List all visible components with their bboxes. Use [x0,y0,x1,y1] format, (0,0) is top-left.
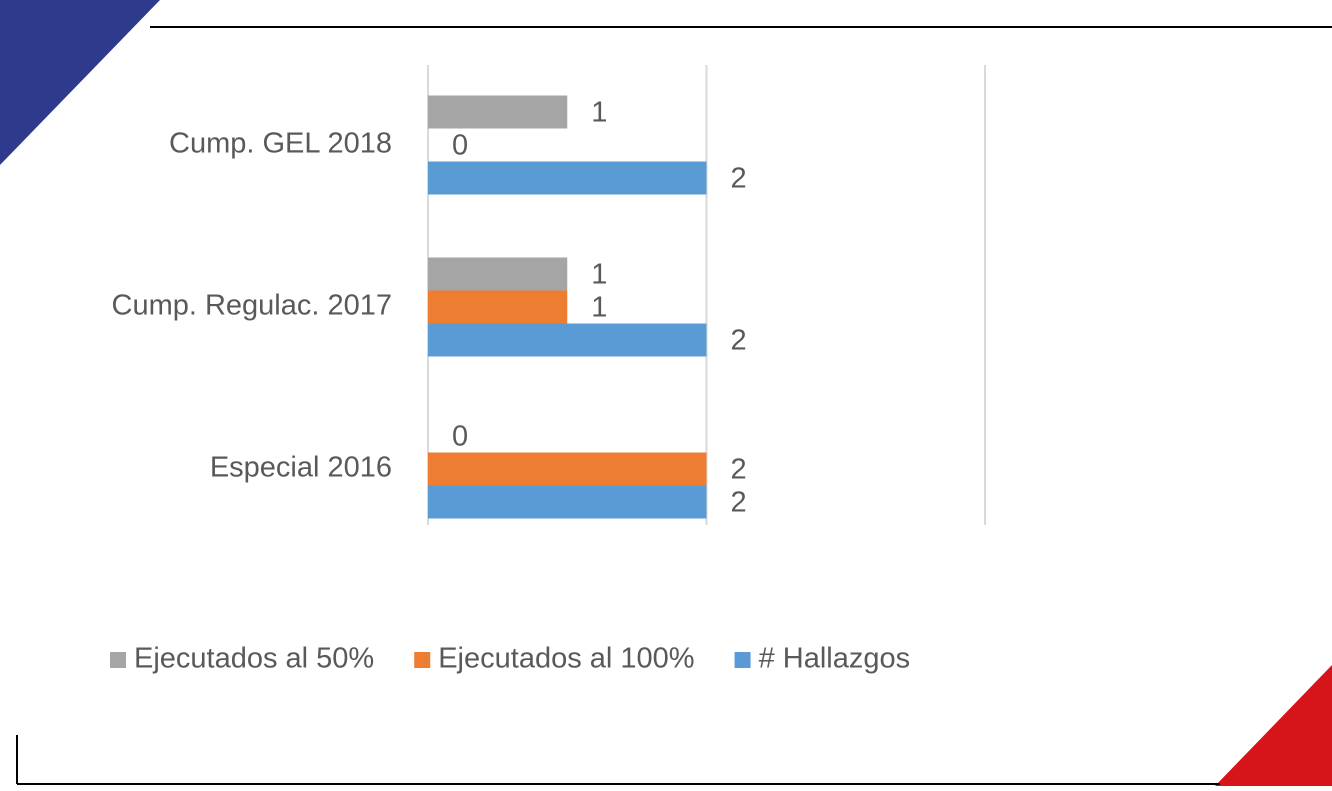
data-label: 1 [591,97,607,129]
y-tick-label: Especial 2016 [210,452,392,484]
data-label: 2 [731,163,747,195]
corner-decoration [0,0,160,165]
corner-decoration [1215,665,1332,786]
bar [428,257,568,291]
legend-label: Ejecutados al 100% [438,643,694,675]
bar [428,95,568,129]
legend-label: Ejecutados al 50% [134,643,374,675]
bar [428,452,707,486]
legend-label: # Hallazgos [759,643,911,675]
data-label: 0 [452,421,468,453]
bar [428,290,568,324]
data-label: 2 [731,487,747,519]
legend-swatch [414,652,431,668]
legend-swatch [734,652,751,668]
y-tick-label: Cump. GEL 2018 [169,128,392,160]
data-label: 2 [731,454,747,486]
data-label: 2 [731,325,747,357]
data-label: 1 [591,259,607,291]
legend-swatch [110,652,126,668]
bar [428,485,707,519]
bar [428,323,707,357]
y-tick-label: Cump. Regulac. 2017 [112,290,393,322]
data-label: 1 [591,292,607,324]
bar [428,161,707,195]
data-label: 0 [452,130,468,162]
